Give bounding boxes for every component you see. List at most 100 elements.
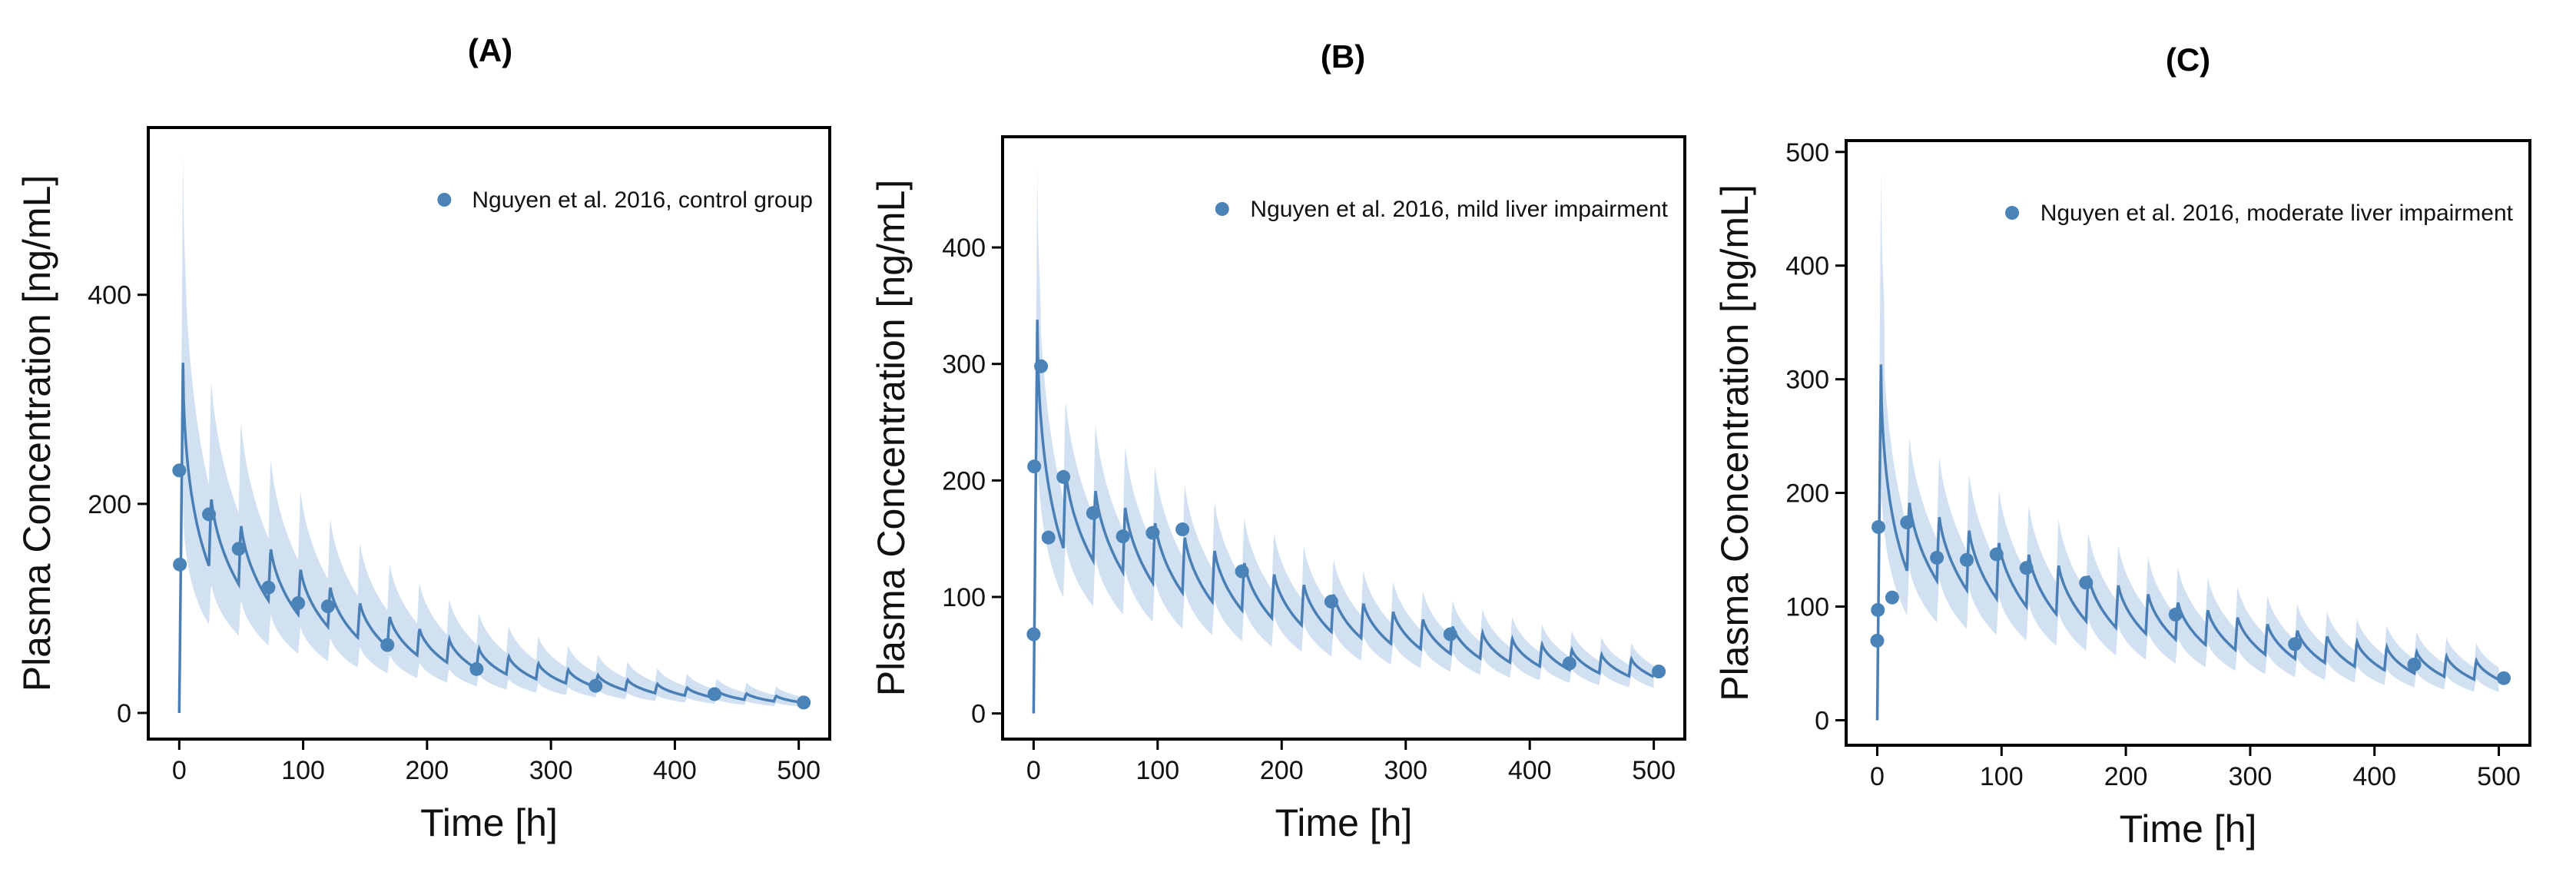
y-axis-title: Plasma Concentration [ng/mL]	[870, 180, 913, 697]
y-tick-label: 0	[971, 700, 986, 729]
observed-point	[202, 507, 217, 522]
x-tick-label: 200	[405, 756, 449, 785]
y-tick-label: 100	[942, 583, 986, 612]
observed-point	[1871, 519, 1886, 534]
variability-band	[1033, 165, 1654, 714]
observed-point	[1086, 506, 1100, 520]
observed-point	[320, 599, 335, 614]
observed-point	[1145, 526, 1160, 540]
observed-point	[1870, 633, 1885, 648]
plot-frame	[1845, 139, 2531, 747]
legend-marker	[437, 193, 452, 207]
observed-point	[1034, 359, 1049, 373]
observed-point	[231, 542, 246, 556]
y-axis-title: Plasma Concentration [ng/mL]	[15, 175, 58, 692]
observed-point	[469, 661, 484, 676]
x-tick-label: 500	[2477, 762, 2521, 791]
panel-c: (C) 0 100 200 300 400 500 0 100 200 300 400 500 Time …	[1713, 41, 2531, 850]
y-tick-label: 0	[1815, 706, 1829, 735]
plot-frame	[1001, 135, 1686, 741]
legend: Nguyen et al. 2016, moderate liver impai…	[2005, 201, 2514, 226]
observed-point	[1989, 547, 2004, 562]
x-tick-label: 100	[281, 756, 325, 785]
observed-point	[797, 695, 811, 710]
observed-point	[2288, 637, 2302, 652]
simulation-line	[177, 363, 799, 714]
observed-point	[1652, 665, 1666, 679]
observed-point	[1562, 656, 1576, 671]
x-tick-label: 100	[1135, 756, 1179, 785]
observed-point	[708, 687, 722, 701]
x-tick-label: 200	[1260, 756, 1304, 785]
x-tick-label: 400	[653, 756, 697, 785]
observed-point	[1116, 529, 1130, 544]
y-tick-label: 400	[942, 234, 986, 263]
simulation-line	[1032, 320, 1655, 714]
observed-point	[1056, 469, 1071, 484]
x-tick-label: 500	[1632, 756, 1676, 785]
observed-point	[1175, 522, 1190, 537]
observed-point	[1027, 459, 1042, 474]
legend-marker	[2005, 206, 2020, 220]
legend-label: Nguyen et al. 2016, moderate liver impai…	[2041, 201, 2514, 226]
x-tick-label: 0	[1870, 762, 1885, 791]
legend-label: Nguyen et al. 2016, mild liver impairmen…	[1250, 197, 1668, 222]
observed-point	[2079, 575, 2094, 590]
x-tick-label: 200	[2104, 762, 2148, 791]
y-tick-label: 400	[88, 281, 131, 310]
x-axis-title: Time [h]	[2120, 807, 2257, 850]
plot-frame	[147, 126, 831, 741]
observed-point	[291, 596, 306, 611]
observed-point	[1324, 595, 1338, 609]
x-axis-title: Time [h]	[420, 801, 558, 844]
y-tick-label: 200	[942, 466, 986, 496]
observed-point	[261, 580, 276, 595]
observed-point	[1900, 516, 1915, 530]
x-tick-label: 500	[777, 756, 821, 785]
y-tick-label: 500	[1785, 138, 1829, 167]
y-tick-label: 0	[117, 699, 131, 728]
x-tick-label: 0	[172, 756, 187, 785]
x-tick-label: 300	[1384, 756, 1427, 785]
x-tick-label: 300	[2229, 762, 2273, 791]
variability-band	[1877, 169, 2499, 721]
observed-point	[1235, 564, 1249, 579]
observed-point	[1041, 530, 1056, 545]
x-tick-label: 400	[2352, 762, 2396, 791]
x-axis-title: Time [h]	[1275, 801, 1413, 844]
y-tick-label: 300	[1785, 366, 1829, 395]
observed-point	[2407, 657, 2422, 671]
y-axis-title: Plasma Concentration [ng/mL]	[1713, 184, 1756, 701]
panel-a: (A) 0 100 200 300 400 500 0 200 400 Time [h] Plasma…	[15, 32, 831, 844]
observed-point	[1930, 550, 1944, 565]
legend-marker	[1215, 202, 1229, 216]
observed-point	[1443, 627, 1457, 642]
legend: Nguyen et al. 2016, mild liver impairmen…	[1215, 197, 1669, 222]
observed-point	[2019, 561, 2034, 575]
y-tick-label: 300	[942, 350, 986, 380]
observed-point	[172, 463, 187, 478]
panel-label: (B)	[1321, 38, 1365, 75]
legend: Nguyen et al. 2016, control group	[437, 187, 813, 213]
x-tick-label: 300	[529, 756, 573, 785]
observed-point	[173, 557, 187, 572]
observed-point	[1871, 602, 1885, 617]
panel-label: (C)	[2166, 41, 2210, 78]
y-tick-label: 200	[1785, 479, 1829, 509]
simulation-line	[1875, 364, 2500, 721]
observed-point	[2168, 607, 2183, 622]
observed-point	[1026, 627, 1041, 642]
variability-band	[179, 154, 799, 713]
observed-point	[380, 638, 395, 652]
observed-point	[588, 678, 603, 693]
legend-label: Nguyen et al. 2016, control group	[472, 187, 813, 213]
x-tick-label: 0	[1026, 756, 1041, 785]
panel-b: (B) 0 100 200 300 400 500 0 100 200 300 400 Time [h]…	[870, 38, 1686, 844]
observed-point	[1885, 590, 1899, 605]
observed-point	[2497, 671, 2511, 685]
x-tick-label: 400	[1508, 756, 1552, 785]
y-tick-label: 400	[1785, 252, 1829, 281]
panel-label: (A)	[468, 32, 512, 68]
y-tick-label: 200	[88, 490, 131, 519]
